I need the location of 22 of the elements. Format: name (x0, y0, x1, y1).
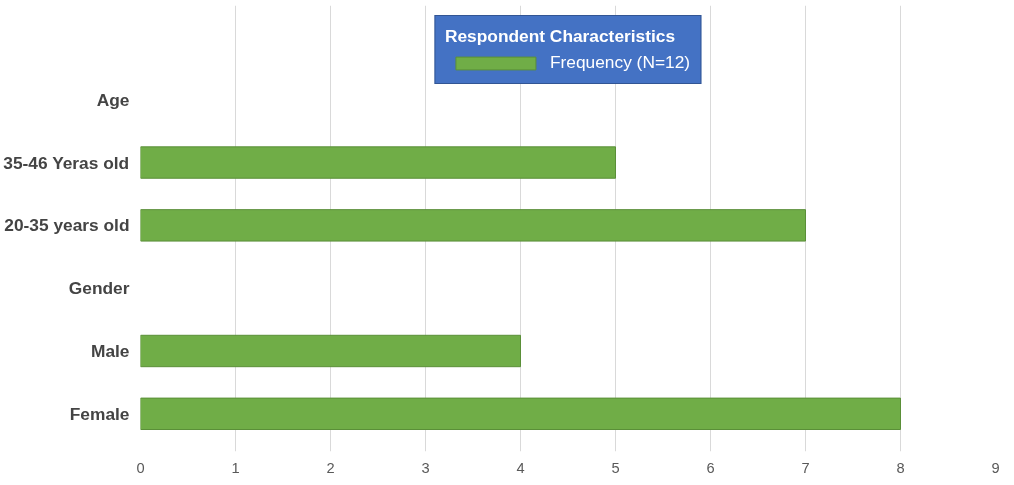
y-tick-label: Gender (68, 278, 130, 299)
bar (140, 397, 901, 431)
x-tick-label: 8 (896, 459, 905, 476)
x-tick-label: 0 (136, 459, 145, 476)
x-tick-label: 7 (801, 459, 810, 476)
legend-label: Frequency (N=12) (549, 52, 691, 73)
bar (140, 209, 806, 242)
x-tick-label: 3 (421, 459, 430, 476)
y-tick-label: Male (90, 340, 130, 361)
y-tick-label: 20-35 years old (4, 215, 130, 236)
legend-title: Respondent Characteristics (444, 26, 677, 47)
x-tick-label: 9 (991, 459, 1000, 476)
x-tick-label: 1 (231, 459, 240, 476)
y-tick-label: Female (69, 403, 130, 424)
bar (140, 146, 616, 179)
bar (140, 334, 521, 368)
x-tick-label: 5 (611, 459, 620, 476)
y-tick-label: 35-46 Yeras old (3, 152, 130, 173)
x-tick-label: 2 (326, 459, 335, 476)
x-tick-label: 6 (706, 459, 715, 476)
y-tick-label: Age (96, 89, 130, 110)
x-tick-label: 4 (516, 459, 525, 476)
